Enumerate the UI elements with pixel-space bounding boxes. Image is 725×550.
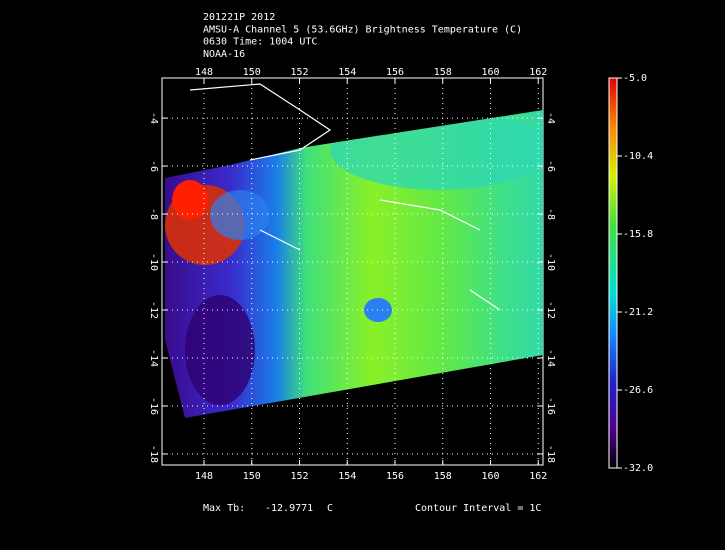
x-tick-label: 162 [529, 471, 547, 482]
max-unit: C [327, 503, 333, 514]
colorbar-tick-label: -32.0 [623, 463, 653, 474]
header-line: 0630 Time: 1004 UTC [203, 37, 317, 48]
y-tick-label: -4 [148, 112, 159, 124]
x-tick-label: 154 [338, 67, 356, 78]
cool-region [210, 190, 270, 240]
header-line: 201221P 2012 [203, 12, 275, 23]
x-tick-label: 152 [290, 67, 308, 78]
y-tick-label: -14 [148, 349, 159, 367]
x-tick-label: 156 [386, 67, 404, 78]
max-value: -12.9771 [265, 503, 313, 514]
y-tick-label: -8 [148, 208, 159, 220]
axes: 148 148 150 150 152 152 154 154 156 156 158 158 160 1… [148, 67, 556, 482]
x-tick-label: 148 [195, 67, 213, 78]
x-tick-label: 160 [481, 67, 499, 78]
y-tick-label: -10 [148, 253, 159, 271]
contour-interval: Contour Interval = 1C [415, 503, 541, 514]
colorbar-tick-label: -26.6 [623, 385, 653, 396]
y-tick-label: -8 [545, 208, 556, 220]
x-tick-label: 150 [243, 67, 261, 78]
y-tick-label: -6 [545, 160, 556, 172]
x-tick-label: 162 [529, 67, 547, 78]
x-tick-label: 158 [434, 471, 452, 482]
colorbar-tick-label: -21.2 [623, 307, 653, 318]
y-tick-label: -4 [545, 112, 556, 124]
x-tick-label: 152 [290, 471, 308, 482]
x-tick-label: 148 [195, 471, 213, 482]
header-line: AMSU-A Channel 5 (53.6GHz) Brightness Te… [203, 24, 522, 35]
coastline [189, 83, 501, 311]
x-tick-label: 158 [434, 67, 452, 78]
y-tick-label: -16 [148, 397, 159, 415]
y-tick-label: -18 [545, 445, 556, 463]
y-tick-label: -12 [148, 301, 159, 319]
y-tick-label: -14 [545, 349, 556, 367]
hot-region [172, 180, 208, 220]
y-tick-label: -18 [148, 445, 159, 463]
colorbar [608, 77, 618, 469]
x-tick-label: 160 [481, 471, 499, 482]
colorbar-ticks: -5.0 -10.4 -15.8 -21.2 -26.6 -32.0 [617, 73, 653, 474]
max-label: Max Tb: [203, 503, 245, 514]
x-tick-label: 156 [386, 471, 404, 482]
x-tick-label: 150 [243, 471, 261, 482]
colorbar-tick-label: -10.4 [623, 151, 653, 162]
y-tick-label: -16 [545, 397, 556, 415]
x-tick-label: 154 [338, 471, 356, 482]
cold-region [185, 295, 255, 405]
y-tick-label: -10 [545, 253, 556, 271]
y-tick-label: -6 [148, 160, 159, 172]
colorbar-tick-label: -15.8 [623, 229, 653, 240]
header-line: NOAA-16 [203, 49, 245, 60]
colorbar-tick-label: -5.0 [623, 73, 647, 84]
y-tick-label: -12 [545, 301, 556, 319]
